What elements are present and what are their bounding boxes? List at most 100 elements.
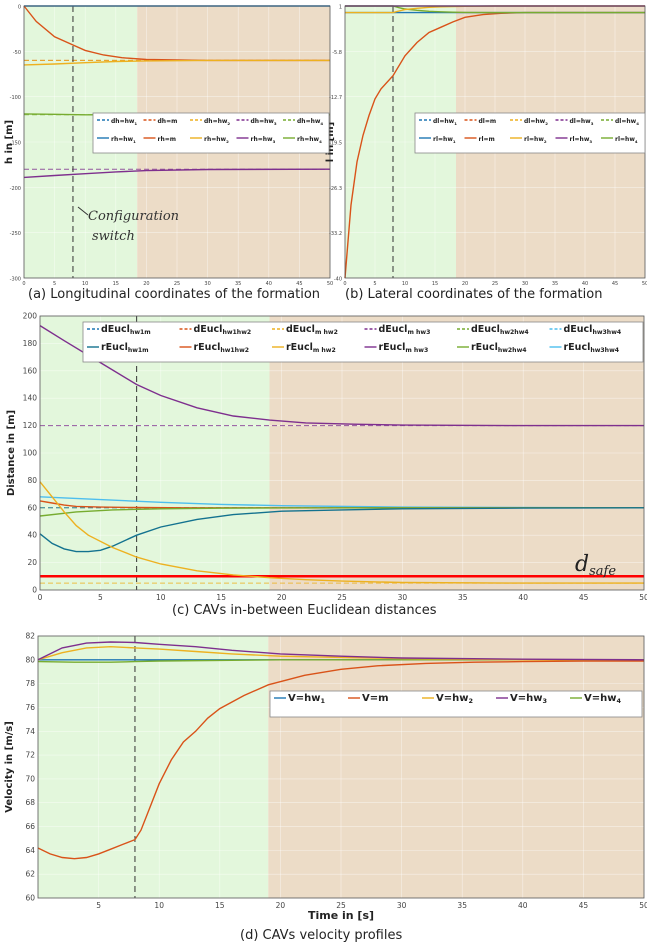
legend-label: rl=m: [479, 136, 495, 143]
series-line: [344, 11, 645, 279]
x-tick-label: 0: [343, 281, 346, 287]
legend-label: rh=hw1: [111, 136, 136, 144]
caption-c: (c) CAVs in-between Euclidean distances: [172, 603, 437, 618]
y-tick-label: -200: [10, 186, 21, 192]
y-tick-label: -50: [13, 50, 21, 56]
x-tick-label: 35: [457, 901, 467, 910]
y-tick-label: -100: [10, 95, 21, 101]
y-axis-label: l in [m]: [325, 122, 336, 163]
y-tick-label: 160: [23, 366, 38, 375]
y-tick-label: 80: [27, 476, 37, 485]
y-tick-label: 60: [27, 503, 37, 512]
y-tick-label: -19.5: [329, 141, 342, 147]
x-tick-label: 35: [235, 281, 241, 287]
x-tick-label: 50: [639, 901, 647, 910]
y-tick-label: 1: [339, 5, 342, 11]
x-tick-label: 10: [154, 901, 164, 910]
y-axis-label: Distance in [m]: [6, 410, 17, 496]
legend-label: rh=hw2: [204, 136, 229, 144]
phase-1-region-d: [38, 636, 269, 898]
x-tick-label: 25: [337, 593, 347, 602]
y-tick-label: -5.8: [332, 50, 342, 56]
x-tick-label: 15: [216, 593, 226, 602]
y-tick-label: 76: [25, 703, 35, 712]
x-tick-label: 15: [113, 281, 119, 287]
legend-label: dh=hw4: [297, 118, 323, 126]
x-tick-label: 5: [98, 593, 103, 602]
x-tick-label: 20: [462, 281, 468, 287]
x-tick-label: 40: [582, 281, 588, 287]
y-tick-label: 80: [25, 655, 35, 664]
y-tick-label: 66: [25, 822, 35, 831]
plot-frame-d: [37, 635, 645, 899]
x-tick-label: 50: [642, 281, 647, 287]
x-tick-label: 30: [204, 281, 210, 287]
y-tick-label: 0: [18, 5, 21, 11]
y-tick-label: 64: [25, 846, 35, 855]
x-tick-label: 30: [522, 281, 528, 287]
y-tick-label: 40: [27, 531, 37, 540]
x-tick-label: 45: [579, 901, 589, 910]
caption-b: (b) Lateral coordinates of the formation: [345, 287, 603, 302]
x-tick-label: 35: [458, 593, 468, 602]
y-tick-label: -12.7: [329, 95, 342, 101]
legend-label: dl=hw1: [433, 118, 457, 126]
y-tick-label: -33.2: [329, 231, 342, 237]
legend-label: V=hw2: [436, 693, 473, 705]
y-tick-label: 0: [32, 586, 37, 595]
y-tick-label: -150: [10, 141, 21, 147]
x-tick-label: 50: [327, 281, 333, 287]
series-line: [39, 507, 645, 553]
y-tick-label: -40: [334, 277, 342, 283]
y-axis-label: Velocity in [m/s]: [4, 721, 15, 813]
series-line: [37, 641, 645, 661]
series-line: [37, 659, 644, 663]
x-tick-label: 0: [22, 281, 25, 287]
x-tick-label: 40: [266, 281, 272, 287]
series-line: [39, 507, 644, 517]
x-tick-label: 30: [397, 901, 407, 910]
x-tick-label: 45: [612, 281, 618, 287]
annotation-arrow: [77, 206, 89, 216]
legend-label: rl=hw2: [524, 136, 547, 144]
legend-label: dh=hw2: [204, 118, 230, 126]
y-tick-label: 20: [27, 558, 37, 567]
legend-label: dh=m: [158, 118, 178, 125]
series-line: [23, 168, 331, 179]
series-line: [39, 325, 644, 427]
x-tick-label: 50: [639, 593, 647, 602]
x-tick-label: 5: [96, 901, 101, 910]
legend-label: rh=m: [158, 136, 177, 143]
x-axis-label: Time in [s]: [308, 909, 374, 922]
series-line: [39, 481, 644, 584]
x-tick-label: 15: [215, 901, 225, 910]
annotation-configuration: Configuration: [88, 209, 179, 224]
y-tick-label: -300: [10, 277, 21, 283]
y-axis-label: h in [m]: [4, 120, 15, 164]
x-tick-label: 0: [38, 593, 43, 602]
legend-label: rl=hw1: [433, 136, 456, 144]
legend-label: dl=hw2: [524, 118, 548, 126]
plot-frame-a: [23, 5, 331, 279]
x-tick-label: 20: [276, 901, 286, 910]
x-tick-label: 5: [373, 281, 376, 287]
y-tick-label: 60: [25, 894, 35, 903]
x-tick-label: 45: [296, 281, 302, 287]
legend-label: dh=hw3: [251, 118, 277, 126]
legend-label: dh=hw1: [111, 118, 137, 126]
plot-frame-c: [39, 315, 645, 591]
legend-box-d: [269, 690, 643, 718]
x-tick-label: 5: [53, 281, 56, 287]
x-tick-label: 40: [518, 901, 528, 910]
legend-label: rl=hw3: [570, 136, 593, 144]
x-tick-label: 25: [174, 281, 180, 287]
legend-label: rh=hw3: [251, 136, 276, 144]
y-tick-label: -250: [10, 231, 21, 237]
y-tick-label: 68: [25, 798, 35, 807]
x-tick-label: 25: [492, 281, 498, 287]
legend-label: dl=hw4: [615, 118, 639, 126]
caption-d: (d) CAVs velocity profiles: [240, 928, 403, 943]
y-tick-label: 100: [23, 449, 38, 458]
annotation-switch: switch: [92, 229, 135, 244]
x-tick-label: 40: [518, 593, 528, 602]
